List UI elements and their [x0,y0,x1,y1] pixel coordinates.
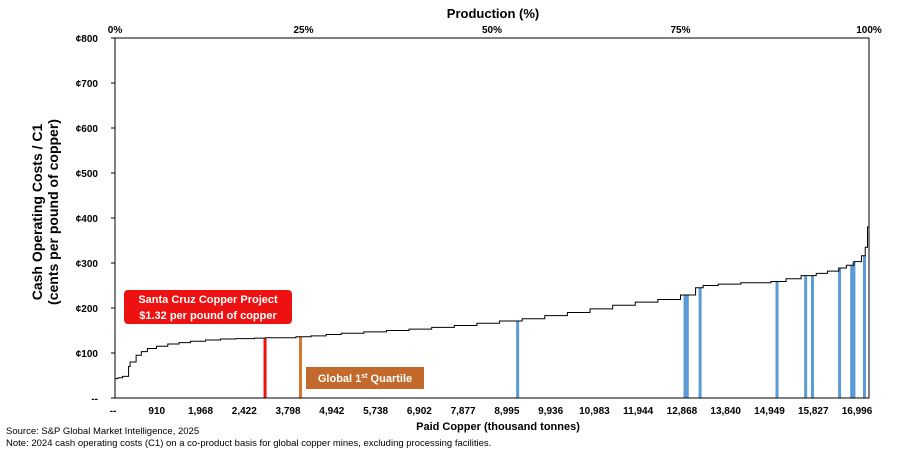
x-tick-label: 1,968 [188,406,213,417]
x-tick-label: 8,995 [494,406,519,417]
x-tick-label: 910 [148,406,165,417]
footnote: Note: 2024 cash operating costs (C1) on … [6,438,492,449]
x-axis-ticks: -- 910 1,968 2,422 3,798 4,942 5,738 6,902 7,877… [110,406,873,417]
peer-mine-bar [683,294,687,398]
x-tick-label: 14,949 [754,406,785,417]
x-tick-label: -- [110,406,117,417]
x-tick-label: 9,936 [538,406,563,417]
x-tick-label: 2,422 [232,406,257,417]
x-axis-title: Paid Copper (thousand tonnes) [416,421,580,433]
x-tick-label: 6,902 [407,406,432,417]
santa-cruz-label-line1: Santa Cruz Copper Project [138,294,278,306]
quartile-box [306,367,424,389]
top-tick-label: 0% [108,25,123,36]
y-tick-label: -- [91,394,98,405]
top-tick-label: 75% [670,25,690,36]
y-axis-ticks: -- ¢100 ¢200 ¢300 ¢400 ¢500 ¢600 ¢700 ¢800 [76,34,115,405]
y-tick-label: ¢200 [76,304,99,315]
plot-area-frame [114,37,870,399]
peer-mine-bar [775,281,779,398]
top-tick-label: 100% [856,25,882,36]
quartile-annotation: Global 1st Quartile [306,367,424,389]
top-axis-title: Production (%) [447,6,539,21]
first-quartile-bar [298,336,302,398]
x-tick-label: 3,798 [276,406,301,417]
y-axis-title: Cash Operating Costs / C1 (cents per pou… [29,119,61,305]
x-tick-label: 10,983 [579,406,610,417]
y-tick-label: ¢800 [76,34,99,45]
peer-mine-bar [698,287,702,398]
peer-mine-bar [838,267,842,398]
peer-mine-bar [516,321,520,398]
bars-layer [263,255,866,398]
santa-cruz-box [124,290,292,324]
y-tick-label: ¢700 [76,79,99,90]
quartile-label-sup: st [361,373,368,380]
y-tick-label: ¢500 [76,169,99,180]
y-tick-label: ¢300 [76,259,99,270]
source-note: Source: S&P Global Market Intelligence, … [6,426,200,437]
x-tick-label: 12,868 [667,406,698,417]
y-axis-title-line1: Cash Operating Costs / C1 [29,123,45,300]
y-tick-label: ¢600 [76,124,99,135]
y-axis-title-line2: (cents per pound of copper) [45,119,61,305]
peer-mine-bar [810,275,814,398]
peer-mine-bar [685,294,689,398]
x-tick-label: 13,840 [710,406,741,417]
x-tick-label: 5,738 [363,406,388,417]
x-tick-label: 16,996 [842,406,873,417]
top-tick-label: 25% [293,25,313,36]
santa-cruz-annotation: Santa Cruz Copper Project $1.32 per poun… [124,290,292,324]
x-tick-label: 15,827 [798,406,829,417]
quartile-label-main: Global 1 [318,373,361,385]
peer-mine-bar [850,265,854,398]
peer-mine-bar [852,261,856,398]
top-tick-label: 50% [482,25,502,36]
peer-mine-bar [804,275,808,398]
santa-cruz-label-line2: $1.32 per pound of copper [139,310,277,322]
cost-curve-line [115,175,870,380]
y-tick-label: ¢100 [76,349,99,360]
x-tick-label: 11,944 [623,406,653,417]
x-tick-label: 7,877 [451,406,476,417]
y-tick-label: ¢400 [76,214,99,225]
x-tick-label: 4,942 [319,406,344,417]
quartile-label: Global 1st Quartile [318,373,412,385]
santa-cruz-bar [263,338,267,398]
top-axis-ticks: 0% 25% 50% 75% 100% [108,25,882,36]
quartile-label-end: Quartile [368,373,413,385]
peer-mine-bar [862,255,866,398]
